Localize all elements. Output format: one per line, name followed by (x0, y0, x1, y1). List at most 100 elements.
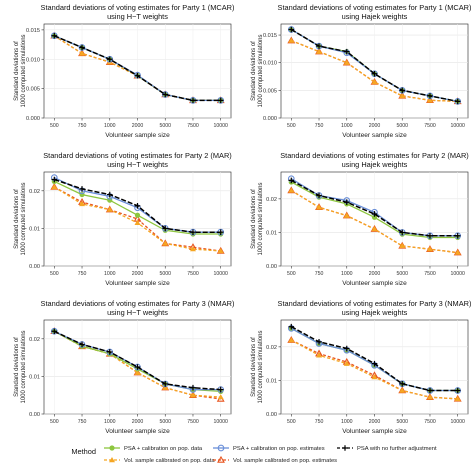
panel-title: Standard deviations of voting estimates … (278, 3, 472, 12)
x-tick-label: 7500 (187, 123, 199, 129)
data-point (371, 226, 378, 232)
y-axis-label: Standard deviations of (251, 337, 257, 397)
y-axis-label: Standard deviations of (14, 189, 20, 249)
data-point (288, 337, 295, 343)
y-tick-label: 0.010 (26, 57, 40, 63)
x-axis-label: Volunteer sample size (105, 132, 170, 139)
legend-title: Method (71, 447, 96, 456)
legend-item: Vol. sample calibrated on pop. data (104, 457, 215, 464)
x-tick-label: 2000 (369, 123, 381, 129)
y-axis-label: 1000 computed simulations (21, 34, 27, 107)
y-tick-label: 0.00 (266, 412, 277, 418)
y-axis-label: 1000 computed simulations (258, 330, 264, 403)
series-4 (51, 184, 224, 254)
data-point (343, 48, 350, 55)
data-point (371, 79, 378, 85)
data-point (454, 98, 461, 105)
x-tick-label: 5000 (159, 123, 171, 129)
y-axis-label: Standard deviations of (251, 41, 257, 101)
panel-subtitle: using H−T weights (107, 12, 168, 21)
x-tick-label: 7500 (187, 271, 199, 277)
data-point (371, 211, 378, 217)
y-axis-label: 1000 computed simulations (21, 330, 27, 403)
data-point (316, 339, 322, 345)
data-point (106, 56, 113, 63)
data-point (371, 70, 378, 77)
y-tick-label: 0.02 (29, 189, 40, 195)
y-axis-label: Standard deviations of (14, 41, 20, 101)
data-point (316, 48, 323, 54)
legend-marker (109, 457, 115, 463)
data-point (288, 177, 295, 184)
data-point (288, 187, 295, 193)
y-tick-label: 0.00 (266, 264, 277, 270)
x-tick-label: 7500 (424, 271, 436, 277)
data-point (162, 240, 169, 246)
x-tick-label: 7500 (187, 419, 199, 425)
series-3 (288, 177, 461, 239)
x-tick-label: 5000 (159, 271, 171, 277)
x-tick-label: 1000 (104, 419, 116, 425)
series-4 (288, 187, 461, 255)
y-axis-label: 1000 computed simulations (21, 182, 27, 255)
y-tick-label: 0.005 (263, 88, 277, 94)
x-tick-label: 500 (50, 123, 59, 129)
data-point (134, 364, 141, 370)
series-3 (51, 32, 224, 104)
x-axis-label: Volunteer sample size (342, 428, 407, 435)
data-point (427, 387, 433, 394)
data-point (217, 386, 224, 393)
data-point (189, 246, 196, 252)
y-tick-label: 0.01 (266, 378, 277, 384)
data-point (217, 229, 224, 235)
panel-title: Standard deviations of voting estimates … (41, 299, 235, 308)
data-point (371, 214, 378, 220)
y-tick-label: 0.005 (26, 87, 40, 93)
panel-title: Standard deviations of voting estimates … (43, 151, 232, 160)
x-tick-label: 10000 (213, 419, 228, 425)
x-tick-label: 5000 (396, 419, 408, 425)
legend-marker (109, 445, 115, 451)
data-point (316, 192, 322, 199)
panel-subtitle: using Hajek weights (342, 12, 408, 21)
data-point (399, 92, 406, 99)
data-point (162, 225, 169, 232)
x-tick-label: 2000 (369, 419, 381, 425)
x-tick-label: 5000 (159, 419, 171, 425)
x-tick-label: 500 (287, 271, 296, 277)
data-point (51, 32, 58, 39)
legend-label: PSA + calibration on pop. data (124, 446, 203, 452)
data-point (399, 380, 406, 387)
panel-subtitle: using Hajek weights (342, 308, 408, 317)
series-3 (288, 26, 461, 105)
x-tick-label: 2000 (132, 419, 144, 425)
x-axis-label: Volunteer sample size (342, 132, 407, 139)
x-tick-label: 750 (78, 271, 87, 277)
x-axis-label: Volunteer sample size (105, 428, 170, 435)
x-tick-label: 500 (50, 271, 59, 277)
data-point (454, 387, 461, 394)
x-tick-label: 1000 (104, 271, 116, 277)
data-point (217, 97, 224, 104)
data-point (399, 242, 406, 249)
x-tick-label: 5000 (396, 123, 408, 129)
data-point (217, 247, 224, 254)
y-tick-label: 0.015 (26, 28, 40, 34)
data-point (426, 97, 433, 103)
data-point (134, 219, 141, 225)
legend-label: PSA + calibration on pop. estimates (233, 446, 325, 452)
x-tick-label: 5000 (396, 271, 408, 277)
data-point (51, 176, 58, 183)
x-tick-label: 750 (315, 123, 324, 129)
legend-item: PSA with no further adjustment (337, 445, 437, 452)
data-point (371, 374, 378, 380)
data-point (454, 232, 461, 239)
x-tick-label: 2000 (132, 271, 144, 277)
y-tick-label: 0.02 (266, 197, 277, 203)
y-tick-label: 0.02 (29, 337, 40, 343)
legend-marker (342, 445, 348, 451)
y-axis-label: 1000 computed simulations (258, 34, 264, 107)
data-point (162, 381, 169, 387)
series-3 (288, 323, 461, 394)
data-point (162, 384, 169, 390)
